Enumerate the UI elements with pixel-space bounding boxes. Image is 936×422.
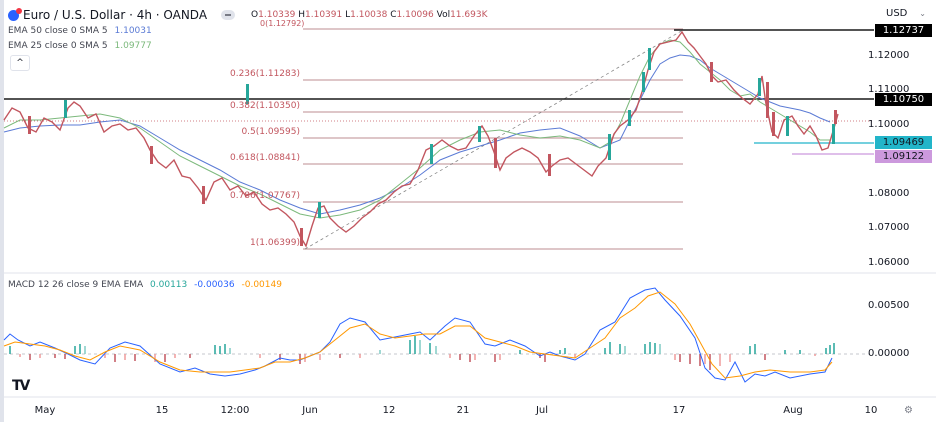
- price-tick: 1.10000: [868, 119, 910, 130]
- price-tag-112737: 1.12737: [875, 24, 932, 37]
- time-label: 10: [864, 405, 878, 416]
- macd-histogram: [9, 336, 835, 370]
- ohlc-values: O1.10339 H1.10391 L1.10038 C1.10096 Vol1…: [251, 10, 488, 20]
- price-tick: 1.06000: [868, 257, 910, 268]
- candle-bodies-red: [28, 62, 837, 246]
- fib-label-0786: 0.786(1.07767): [229, 191, 300, 201]
- fibonacci-retracement: [303, 28, 683, 250]
- fib-label-0382: 0.382(1.10350): [229, 101, 300, 111]
- minimize-legend-button[interactable]: [221, 10, 236, 20]
- ema-25-line: [3, 39, 830, 219]
- fib-label-1: 1(1.06399): [250, 238, 300, 248]
- macd-tick: 0.00000: [868, 348, 910, 359]
- time-label: 17: [672, 405, 686, 416]
- price-tick: 1.12000: [868, 50, 910, 61]
- time-label: May: [34, 405, 56, 416]
- macd-signal-line: [3, 291, 833, 379]
- fib-label-05: 0.5(1.09595): [241, 127, 300, 137]
- macd-line: [3, 287, 833, 383]
- macd-tick: 0.00500: [868, 300, 910, 311]
- time-label: Jul: [535, 405, 549, 416]
- price-tick: 1.11000: [868, 84, 910, 95]
- price-tag-110750: 1.10750: [875, 93, 932, 106]
- candle-bodies-green: [64, 48, 835, 218]
- time-label: Aug: [783, 405, 803, 416]
- fib-label-0: 0(1.12792): [260, 19, 305, 28]
- time-label: 12:00: [220, 405, 250, 416]
- price-tag-109469: 1.09469: [875, 136, 932, 149]
- symbol-title: Euro / U.S. Dollar · 4h · OANDA: [23, 8, 208, 22]
- time-label: 15: [155, 405, 169, 416]
- time-label: Jun: [302, 405, 318, 416]
- collapse-legend-button[interactable]: ^: [10, 55, 30, 71]
- fib-label-0618: 0.618(1.08841): [229, 153, 300, 163]
- macd-legend[interactable]: MACD 12 26 close 9 EMA EMA 0.00113 -0.00…: [8, 280, 282, 290]
- fib-label-0236: 0.236(1.11283): [229, 69, 300, 79]
- tradingview-logo[interactable]: TV: [12, 378, 30, 394]
- symbol-legend[interactable]: Euro / U.S. Dollar · 4h · OANDA O1.10339…: [8, 7, 488, 22]
- price-tag-109122: 1.09122: [875, 150, 932, 163]
- time-label: 12: [382, 405, 396, 416]
- time-label: 21: [456, 405, 470, 416]
- euro-flag-icon: [8, 7, 22, 21]
- ema-25-legend[interactable]: EMA 25 close 0 SMA 5 1.09777: [8, 41, 152, 51]
- ema-50-line: [3, 54, 831, 215]
- currency-selector[interactable]: USD ⌄: [880, 6, 930, 22]
- ema-50-legend[interactable]: EMA 50 close 0 SMA 5 1.10031: [8, 26, 152, 36]
- chevron-down-icon: ⌄: [919, 9, 926, 18]
- settings-gear-icon[interactable]: ⚙: [904, 405, 913, 416]
- price-tick: 1.08000: [868, 188, 910, 199]
- price-tick: 1.07000: [868, 222, 910, 233]
